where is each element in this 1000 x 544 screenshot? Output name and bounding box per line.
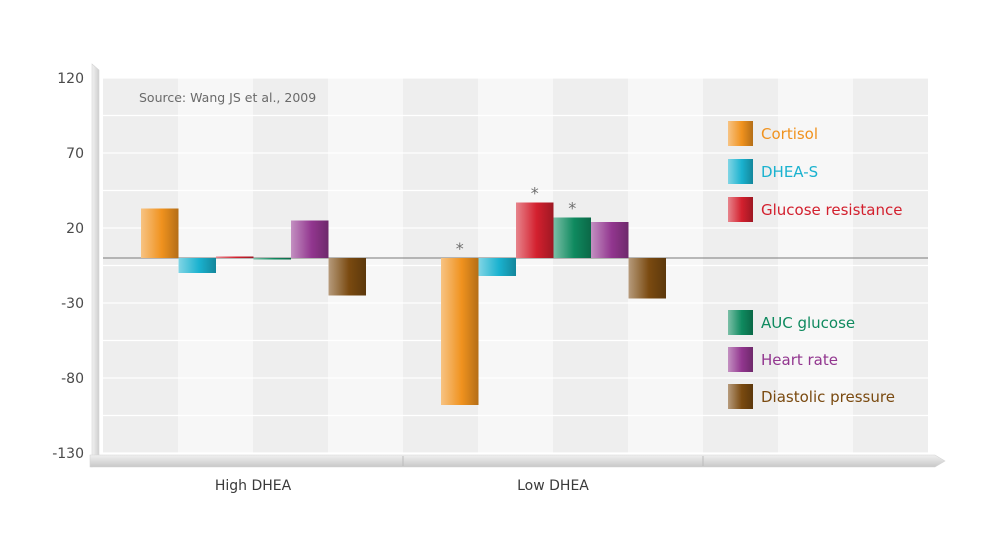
legend-swatch-diastolic-pressure — [728, 384, 753, 409]
bar-heart-rate-low-dhea — [591, 222, 629, 258]
x-category-label: High DHEA — [215, 478, 292, 494]
y-tick-label: -130 — [52, 446, 84, 462]
bar-auc-glucose-high-dhea — [253, 258, 291, 260]
y-tick-label: 20 — [66, 221, 84, 237]
legend-swatch-glucose-resistance — [728, 197, 753, 222]
legend-swatch-dhea-s — [728, 159, 753, 184]
significance-marker: * — [568, 199, 576, 218]
y-tick-label: -30 — [61, 296, 84, 312]
bar-dhea-s-high-dhea — [178, 258, 216, 273]
legend-label-glucose-resistance: Glucose resistance — [761, 201, 902, 219]
x-category-label: Low DHEA — [517, 478, 589, 494]
y-tick-label: 120 — [57, 71, 84, 87]
y-tick-label: 70 — [66, 146, 84, 162]
bar-cortisol-low-dhea — [441, 258, 479, 405]
y-tick-label: -80 — [61, 371, 84, 387]
y-axis — [91, 63, 100, 468]
legend-swatch-cortisol — [728, 121, 753, 146]
source-note: Source: Wang JS et al., 2009 — [139, 90, 316, 105]
legend-label-dhea-s: DHEA-S — [761, 163, 818, 181]
legend-label-cortisol: Cortisol — [761, 125, 818, 143]
bar-heart-rate-high-dhea — [291, 220, 329, 258]
x-axis — [89, 454, 946, 468]
bar-glucose-resistance-high-dhea — [216, 256, 254, 258]
significance-marker: * — [531, 184, 539, 203]
bar-glucose-resistance-low-dhea — [516, 202, 554, 258]
bar-diastolic-pressure-high-dhea — [328, 258, 366, 296]
significance-marker: * — [456, 239, 464, 258]
bar-cortisol-high-dhea — [141, 208, 179, 258]
legend-label-heart-rate: Heart rate — [761, 351, 838, 369]
legend-swatch-heart-rate — [728, 347, 753, 372]
bar-auc-glucose-low-dhea — [553, 217, 591, 258]
bar-dhea-s-low-dhea — [478, 258, 516, 276]
legend-label-diastolic-pressure: Diastolic pressure — [761, 388, 895, 406]
legend-label-auc-glucose: AUC glucose — [761, 314, 855, 332]
legend-swatch-auc-glucose — [728, 310, 753, 335]
bar-diastolic-pressure-low-dhea — [628, 258, 666, 299]
